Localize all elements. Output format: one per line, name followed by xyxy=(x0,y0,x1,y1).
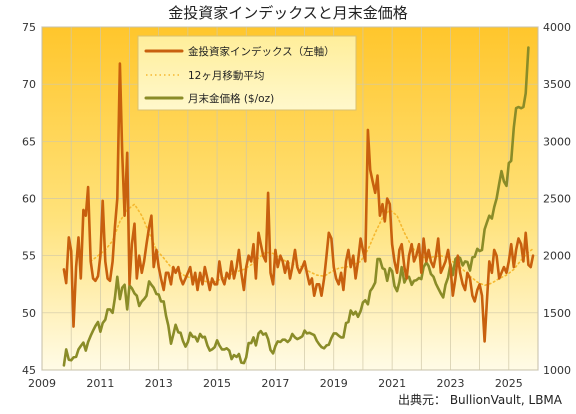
x-axis-tick-label: 2019 xyxy=(320,377,348,390)
right-axis-tick-label: 4000 xyxy=(543,21,571,34)
x-axis-tick-label: 2015 xyxy=(203,377,231,390)
legend-label-gold-price: 月末金価格 ($/oz) xyxy=(188,92,274,105)
left-axis-tick-label: 55 xyxy=(22,250,36,263)
chart-title: 金投資家インデックスと月末金価格 xyxy=(168,4,408,22)
right-axis-ticks: 1000 1500 2000 2500 3000 3500 4000 xyxy=(543,21,571,377)
left-axis-tick-label: 45 xyxy=(22,364,36,377)
left-axis-tick-label: 75 xyxy=(22,21,36,34)
right-axis-tick-label: 3000 xyxy=(543,135,571,148)
left-axis-tick-label: 70 xyxy=(22,78,36,91)
right-axis-tick-label: 3500 xyxy=(543,78,571,91)
right-axis-tick-label: 1000 xyxy=(543,364,571,377)
x-axis-tick-label: 2023 xyxy=(436,377,464,390)
x-axis-tick-label: 2021 xyxy=(378,377,406,390)
left-axis-tick-label: 60 xyxy=(22,193,36,206)
x-axis-tick-label: 2013 xyxy=(145,377,173,390)
left-axis-tick-label: 50 xyxy=(22,307,36,320)
x-axis-ticks: 2009 2011 2013 2015 2017 2019 2021 2023 2025 xyxy=(28,377,523,390)
series-line-investor-index xyxy=(62,62,535,343)
right-axis-tick-label: 2500 xyxy=(543,193,571,206)
legend: 金投資家インデックス（左軸） 12ヶ月移動平均 月末金価格 ($/oz) xyxy=(137,35,357,111)
legend-label-index: 金投資家インデックス（左軸） xyxy=(188,45,335,58)
left-axis-ticks: 45 50 55 60 65 70 75 xyxy=(22,21,36,377)
legend-label-moving-average: 12ヶ月移動平均 xyxy=(188,69,264,82)
x-axis-tick-label: 2009 xyxy=(28,377,56,390)
series-line-moving-average xyxy=(89,203,534,287)
right-axis-tick-label: 1500 xyxy=(543,307,571,320)
left-axis-tick-label: 65 xyxy=(22,135,36,148)
x-axis-tick-label: 2025 xyxy=(495,377,523,390)
x-axis-tick-label: 2011 xyxy=(86,377,114,390)
x-axis-tick-label: 2017 xyxy=(261,377,289,390)
right-axis-tick-label: 2000 xyxy=(543,250,571,263)
series-layer xyxy=(62,46,535,367)
source-note: 出典元： BullionVault, LBMA xyxy=(398,393,562,407)
